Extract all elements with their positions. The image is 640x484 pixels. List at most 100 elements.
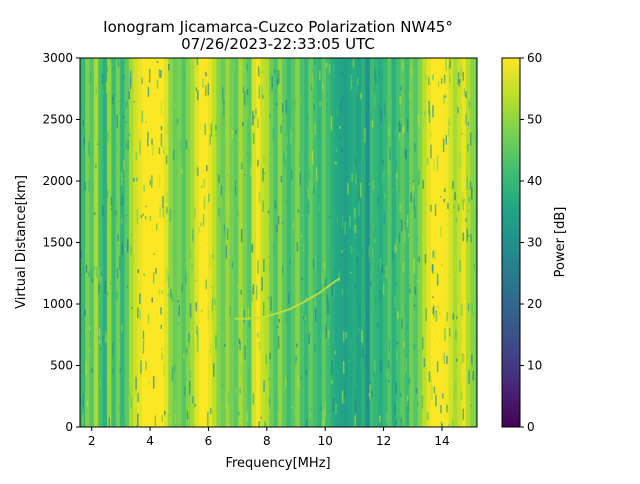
heatmap-speckle [468,369,470,385]
heatmap-speckle [158,147,161,155]
heatmap-speckle [428,100,430,115]
heatmap-speckle [195,302,198,312]
heatmap-speckle [158,288,161,296]
heatmap-speckle [342,360,345,374]
heatmap-speckle [340,98,343,112]
heatmap-column [374,58,380,427]
heatmap-speckle [304,316,307,320]
heatmap-speckle [184,386,186,397]
heatmap-speckle [311,150,314,165]
heatmap-speckle [462,232,465,242]
heatmap-speckle [147,314,150,324]
heatmap-speckle [360,246,363,257]
heatmap-speckle [187,407,190,418]
x-tick-label: 10 [318,434,333,448]
heatmap-speckle [197,167,199,176]
heatmap-speckle [408,377,411,385]
heatmap-speckle [225,245,228,259]
heatmap-speckle [410,192,412,203]
heatmap-speckle [137,413,139,426]
heatmap-speckle [195,165,198,173]
heatmap-speckle [431,264,434,272]
heatmap-speckle [152,375,155,389]
heatmap-speckle [417,402,419,406]
heatmap-speckle [167,293,169,296]
heatmap-speckle [373,223,375,226]
heatmap-column [312,58,318,427]
heatmap-speckle [251,243,254,253]
heatmap-speckle [271,231,274,239]
heatmap-speckle [142,330,145,340]
heatmap-speckle [342,95,344,100]
heatmap-speckle [203,196,206,210]
heatmap-speckle [178,305,180,317]
heatmap-speckle [395,381,398,395]
heatmap-column [177,58,183,427]
heatmap-speckle [115,210,117,216]
heatmap-column [102,58,108,427]
heatmap-speckle [239,388,241,394]
heatmap-speckle [339,136,342,140]
heatmap-speckle [395,173,398,179]
heatmap-speckle [285,199,287,205]
heatmap-speckle [292,221,295,231]
heatmap-speckle [300,376,303,380]
heatmap-speckle [166,191,168,203]
heatmap-speckle [315,166,318,182]
heatmap-speckle [466,228,468,242]
heatmap-speckle [401,318,403,330]
heatmap-speckle [166,121,169,135]
heatmap-speckle [90,268,93,278]
heatmap-column [409,58,415,427]
heatmap-speckle [231,261,234,268]
heatmap-speckle [362,357,364,360]
heatmap-speckle [202,78,204,88]
heatmap-speckle [372,179,375,192]
heatmap-speckle [331,281,334,296]
heatmap-speckle [212,254,214,259]
heatmap-speckle [388,126,390,138]
heatmap-speckle [358,251,360,257]
heatmap-speckle [261,276,263,291]
heatmap-speckle [318,204,320,212]
x-tick-label: 8 [263,434,271,448]
heatmap-column [120,58,126,427]
heatmap-speckle [289,422,292,427]
heatmap-speckle [418,147,421,152]
heatmap-speckle [263,172,266,175]
heatmap-speckle [435,394,437,407]
heatmap-speckle [425,308,427,322]
heatmap-speckle [82,119,84,126]
heatmap-speckle [186,410,189,420]
heatmap-speckle [258,421,261,427]
heatmap-speckle [211,298,214,311]
heatmap-speckle [342,331,345,342]
heatmap-speckle [406,118,409,132]
heatmap-speckle [251,287,253,303]
heatmap-speckle [331,360,333,374]
heatmap-speckle [263,380,265,392]
heatmap-speckle [202,214,205,227]
heatmap-speckle [173,364,176,373]
heatmap-speckle [353,225,356,232]
heatmap-column [172,58,178,427]
heatmap-speckle [87,272,90,277]
heatmap-speckle [85,264,88,273]
heatmap-speckle [168,63,170,71]
heatmap-column [426,58,432,427]
heatmap-speckle [370,108,373,122]
heatmap-speckle [269,231,272,234]
heatmap-speckle [160,69,162,79]
heatmap-speckle [196,326,198,335]
heatmap-speckle [247,220,250,224]
heatmap-column [431,58,437,427]
heatmap-speckle [455,329,457,340]
chart-title: Ionogram Jicamarca-Cuzco Polarization NW… [103,18,453,36]
heatmap-speckle [380,109,383,123]
heatmap-speckle [445,135,448,145]
heatmap-speckle [168,275,170,288]
heatmap-speckle [147,86,150,97]
heatmap-speckle [224,230,226,245]
heatmap-speckle [280,124,282,134]
heatmap-speckle [125,121,127,123]
